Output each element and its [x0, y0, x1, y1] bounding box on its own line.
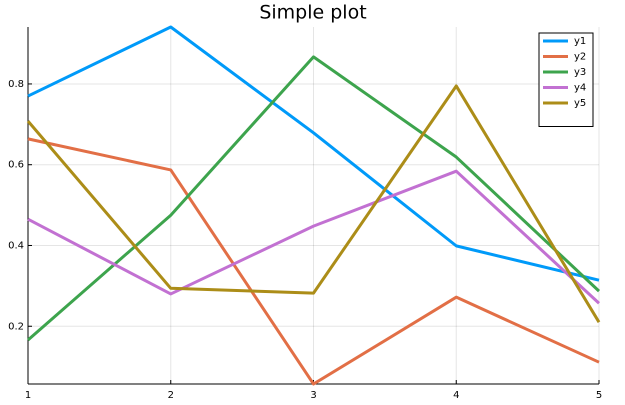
- x-tick-label: 3: [310, 390, 316, 401]
- x-tick-label: 4: [453, 390, 459, 401]
- y-tick-label: 0.8: [8, 79, 24, 90]
- x-tick-label: 5: [596, 390, 602, 401]
- line-series: [26, 84, 601, 323]
- y-tick-label: 0.4: [8, 240, 24, 251]
- line-series: [27, 169, 601, 305]
- line-series: [27, 137, 600, 386]
- legend-label: y1: [574, 36, 586, 47]
- legend-label: y2: [574, 52, 586, 63]
- y-tick-label: 0.2: [8, 321, 24, 332]
- line-series: [27, 25, 600, 282]
- legend-box: [538, 32, 594, 127]
- x-tick-label: 1: [25, 390, 31, 401]
- legend-label: y3: [574, 67, 586, 78]
- legend-label: y5: [574, 98, 586, 109]
- line-series: [27, 55, 601, 342]
- legend-label: y4: [574, 83, 586, 94]
- chart-title: Simple plot: [259, 2, 366, 24]
- x-tick-label: 2: [168, 390, 174, 401]
- y-tick-label: 0.6: [8, 160, 24, 171]
